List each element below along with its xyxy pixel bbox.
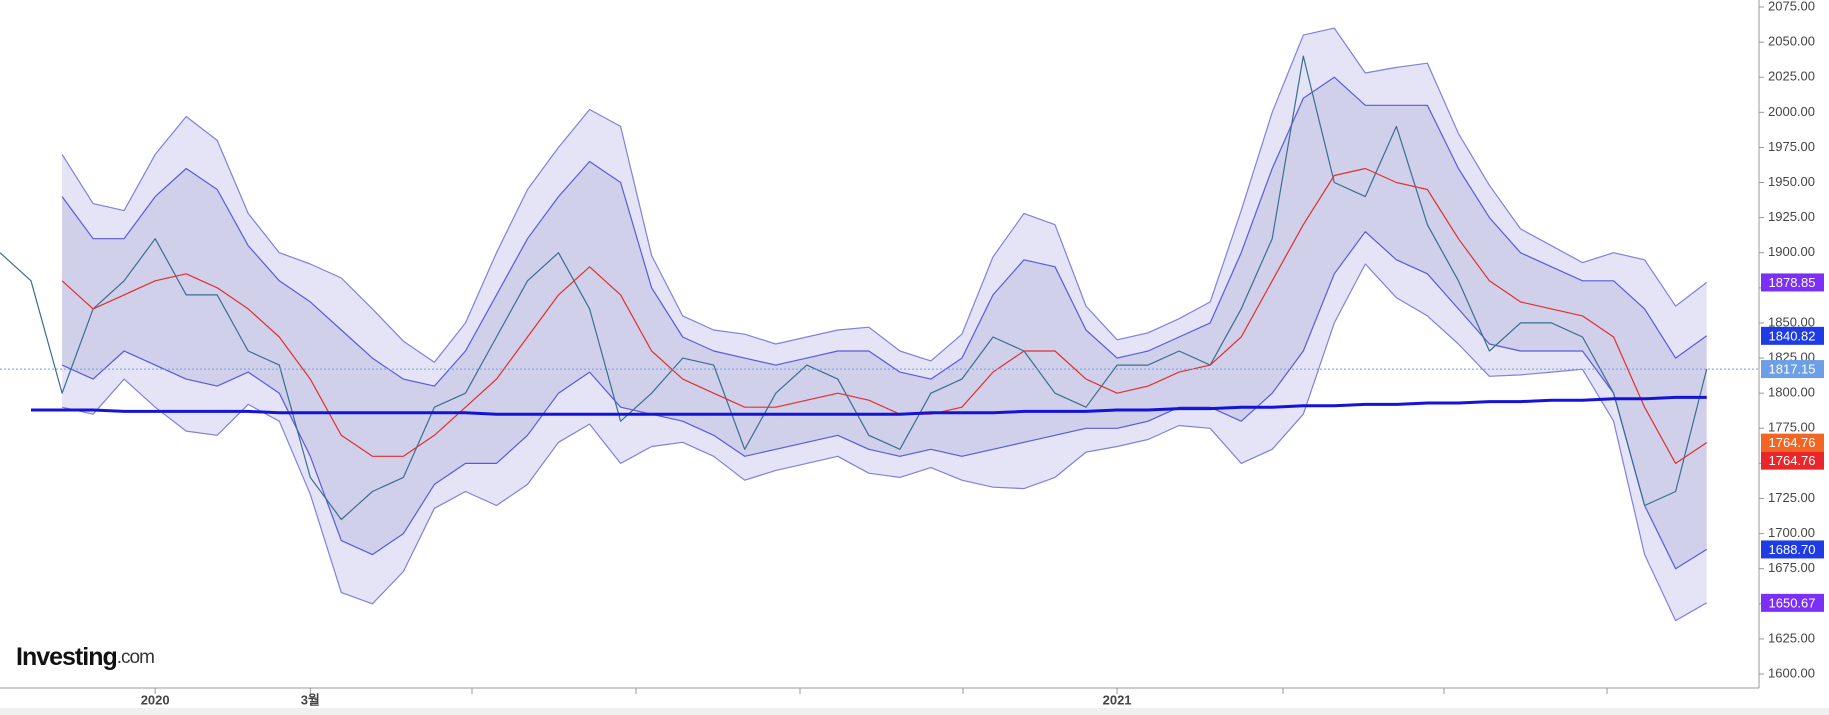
y-tick-label: 1925.00 [1768, 209, 1815, 224]
price-label-box [1761, 451, 1824, 470]
band-fill [62, 77, 1707, 569]
y-tick-label: 1800.00 [1768, 385, 1815, 400]
x-tick-label: 3월 [301, 692, 320, 707]
y-tick-label: 2025.00 [1768, 69, 1815, 84]
y-tick-label: 1975.00 [1768, 139, 1815, 154]
price-label-box [1761, 326, 1824, 345]
y-tick-label: 1775.00 [1768, 420, 1815, 435]
price-label: 1688.70 [1769, 542, 1816, 557]
price-label-box [1761, 593, 1824, 612]
y-tick-label: 2050.00 [1768, 34, 1815, 49]
price-label: 1650.67 [1769, 595, 1816, 610]
logo-suffix: .com [117, 647, 154, 668]
price-label: 1878.85 [1769, 275, 1816, 290]
price-label: 1817.15 [1769, 362, 1816, 377]
price-label: 1764.76 [1769, 435, 1816, 450]
y-tick-label: 1625.00 [1768, 630, 1815, 645]
series-line [0, 55, 1708, 521]
y-tick-label: 1850.00 [1768, 314, 1815, 329]
y-tick-label: 1725.00 [1768, 490, 1815, 505]
series-line [61, 76, 1708, 387]
price-label-box [1761, 433, 1824, 452]
price-label-box [1761, 540, 1824, 559]
logo: Investing.com [16, 643, 154, 671]
y-tick-label: 1675.00 [1768, 560, 1815, 575]
price-label: 1840.82 [1769, 328, 1816, 343]
plot [0, 27, 1759, 622]
bottom-strip [0, 708, 1829, 715]
x-tick-label: 2021 [1103, 692, 1132, 707]
y-tick-label: 1700.00 [1768, 525, 1815, 540]
series-line [61, 263, 1707, 622]
y-tick-label: 1950.00 [1768, 174, 1815, 189]
price-label: 1764.76 [1769, 453, 1816, 468]
price-label-box [1761, 273, 1824, 292]
series-line [61, 167, 1708, 464]
series-line [61, 231, 1708, 570]
price-label-box [1761, 360, 1824, 379]
logo-name: Investing [16, 643, 117, 671]
series-line [61, 27, 1708, 363]
y-tick-label: 2000.00 [1768, 104, 1815, 119]
x-tick-label: 2020 [141, 692, 170, 707]
x-minor-ticks [471, 688, 1608, 694]
y-tick-label: 2075.00 [1768, 0, 1815, 13]
y-tick-label: 1600.00 [1768, 665, 1815, 680]
series-line [31, 395, 1707, 416]
y-tick-label: 1900.00 [1768, 244, 1815, 259]
